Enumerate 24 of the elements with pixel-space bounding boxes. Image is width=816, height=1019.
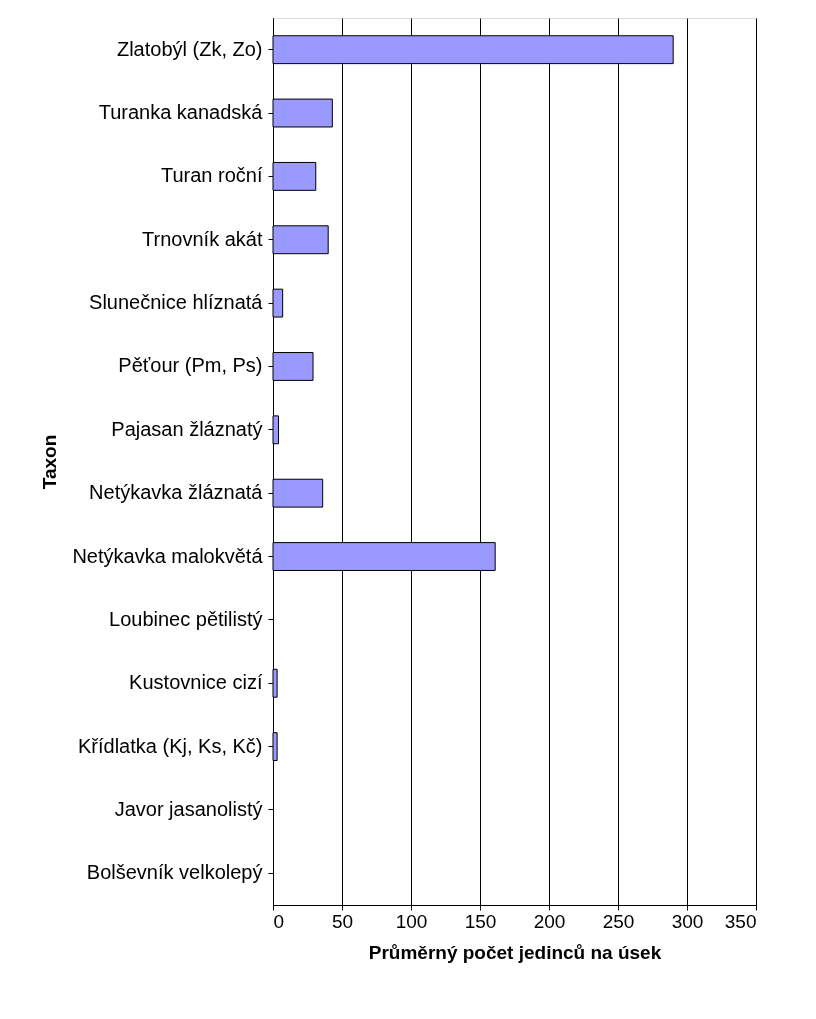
y-tick-label: Trnovník akát bbox=[142, 227, 263, 250]
y-tick-label: Křídlatka (Kj, Ks, Kč) bbox=[78, 734, 263, 757]
x-tick-label: 250 bbox=[602, 910, 635, 932]
y-tick-label: Slunečnice hlíznatá bbox=[89, 291, 264, 314]
x-tick-label: 150 bbox=[464, 910, 497, 932]
x-axis-title: Průměrný počet jedinců na úsek bbox=[368, 941, 662, 963]
y-tick-label: Kustovnice cizí bbox=[129, 671, 263, 694]
y-tick-label: Netýkavka žláznatá bbox=[89, 481, 264, 504]
y-tick-label: Bolševník velkolepý bbox=[86, 861, 263, 884]
y-tick-label: Turan roční bbox=[160, 164, 263, 187]
y-tick-label: Loubinec pětilistý bbox=[109, 607, 263, 630]
y-tick-label: Zlatobýl (Zk, Zo) bbox=[116, 37, 263, 60]
x-tick-label: 200 bbox=[533, 910, 566, 932]
x-tick-label: 300 bbox=[671, 910, 704, 932]
x-tick-label: 0 bbox=[273, 910, 285, 932]
x-tick-label: 100 bbox=[395, 910, 428, 932]
y-tick-label: Turanka kanadská bbox=[98, 101, 264, 124]
y-tick-label: Javor jasanolistý bbox=[114, 797, 263, 820]
y-tick-label: Pajasan žláznatý bbox=[111, 417, 263, 440]
y-axis-title: Taxon bbox=[38, 434, 60, 490]
x-tick-label: 50 bbox=[331, 910, 354, 932]
x-tick-label: 350 bbox=[724, 910, 757, 932]
y-tick-label: Netýkavka malokvětá bbox=[72, 544, 264, 567]
y-tick-label: Pěťour (Pm, Ps) bbox=[118, 354, 263, 377]
